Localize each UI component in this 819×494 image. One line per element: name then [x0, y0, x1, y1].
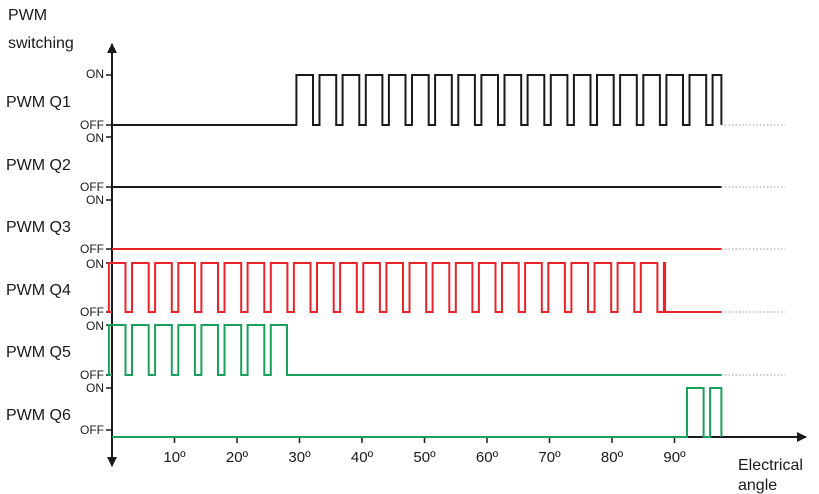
off-label-q1: OFF	[80, 118, 104, 132]
off-label-q2: OFF	[80, 180, 104, 194]
y-axis-title-line1: PWM	[8, 7, 47, 24]
on-label-q3: ON	[86, 193, 104, 207]
x-axis-title-line1: Electrical	[738, 457, 803, 474]
x-axis-ticks: 10º 20º 30º 40º 50º 60º 70º 80º 90º	[163, 437, 686, 466]
x-tick-label: 20º	[226, 449, 249, 466]
off-label-q4: OFF	[80, 305, 104, 319]
channel-label-q5: PWM Q5	[6, 344, 71, 361]
x-tick-label: 60º	[476, 449, 499, 466]
waveforms	[107, 74, 785, 438]
x-tick-label: 50º	[413, 449, 436, 466]
waveform-pwm-q5	[107, 324, 722, 376]
on-label-q4: ON	[86, 257, 104, 271]
on-label-q5: ON	[86, 319, 104, 333]
on-label-q1: ON	[86, 67, 104, 81]
x-axis-title-line2: angle	[738, 477, 777, 494]
on-label-q2: ON	[86, 131, 104, 145]
x-tick-label: 70º	[538, 449, 561, 466]
channel-label-q1: PWM Q1	[6, 94, 71, 111]
y-axis-title-line2: switching	[8, 35, 74, 52]
channel-label-q4: PWM Q4	[6, 282, 71, 299]
channel-label-q3: PWM Q3	[6, 219, 71, 236]
x-tick-label: 10º	[163, 449, 186, 466]
channel-label-q2: PWM Q2	[6, 157, 71, 174]
waveform-pwm-q4	[107, 262, 722, 313]
waveform-pwm-q1	[112, 74, 723, 126]
on-label-q6: ON	[86, 381, 104, 395]
x-tick-label: 40º	[351, 449, 374, 466]
x-tick-label: 90º	[663, 449, 686, 466]
waveform-pwm-q6	[112, 387, 723, 438]
channel-label-q6: PWM Q6	[6, 407, 71, 424]
x-tick-label: 80º	[601, 449, 624, 466]
off-label-q3: OFF	[80, 242, 104, 256]
x-tick-label: 30º	[288, 449, 311, 466]
off-label-q5: OFF	[80, 368, 104, 382]
off-label-q6: OFF	[80, 423, 104, 437]
